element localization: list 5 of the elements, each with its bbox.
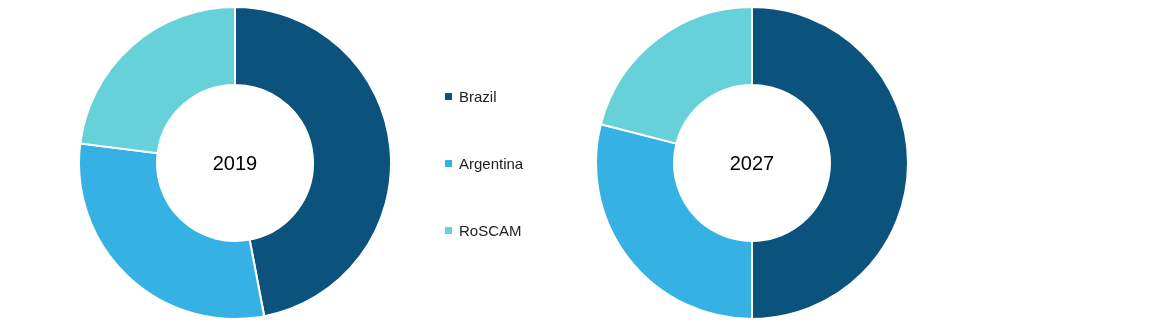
text: 2027 [729, 152, 775, 174]
legend-label: RoSCAM [459, 222, 522, 240]
text: 2019 [212, 152, 258, 174]
legend-label: Brazil [459, 88, 497, 106]
legend-label: Argentina [459, 155, 524, 173]
